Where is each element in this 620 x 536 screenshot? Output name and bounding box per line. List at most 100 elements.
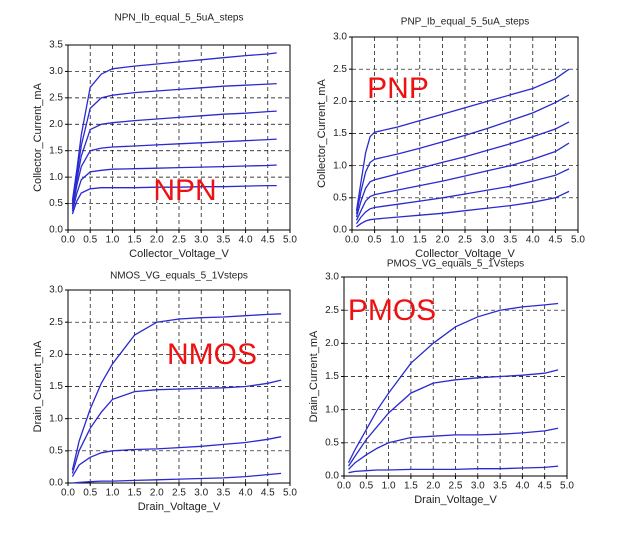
x-tick-label: 1.5 bbox=[128, 488, 142, 499]
x-tick-label: 0.5 bbox=[83, 235, 97, 246]
x-tick-label: 4.0 bbox=[239, 488, 253, 499]
data-line bbox=[355, 168, 570, 224]
y-tick-label: 0.0 bbox=[49, 478, 63, 489]
x-tick-label: 4.0 bbox=[239, 235, 253, 246]
y-tick-label: 1.0 bbox=[333, 160, 347, 171]
x-tick-label: 3.5 bbox=[216, 235, 230, 246]
x-tick-label: 3.0 bbox=[481, 235, 495, 246]
x-tick-label: 1.5 bbox=[404, 481, 418, 492]
data-line bbox=[355, 121, 570, 218]
y-tick-label: 3.5 bbox=[49, 40, 63, 51]
data-line bbox=[71, 436, 282, 477]
x-tick-label: 4.0 bbox=[515, 481, 529, 492]
y-tick-label: 2.0 bbox=[49, 349, 63, 360]
y-tick-label: 3.0 bbox=[49, 66, 63, 77]
x-tick-label: 0.0 bbox=[345, 235, 359, 246]
x-tick-label: 3.0 bbox=[471, 481, 485, 492]
annotation: PMOS bbox=[348, 294, 436, 327]
data-line bbox=[71, 379, 282, 474]
data-line bbox=[71, 184, 277, 215]
x-tick-label: 2.0 bbox=[426, 481, 440, 492]
data-line bbox=[71, 82, 277, 204]
x-tick-label: 5.0 bbox=[571, 235, 585, 246]
y-tick-label: 2.0 bbox=[333, 96, 347, 107]
y-tick-label: 1.5 bbox=[49, 381, 63, 392]
y-tick-label: 3.0 bbox=[333, 32, 347, 43]
data-line bbox=[71, 138, 277, 210]
annotation: NMOS bbox=[167, 338, 257, 371]
annotation: PNP bbox=[367, 72, 429, 105]
data-line bbox=[348, 427, 559, 470]
y-tick-label: 2.5 bbox=[333, 64, 347, 75]
y-tick-label: 1.0 bbox=[49, 413, 63, 424]
x-tick-label: 2.0 bbox=[150, 488, 164, 499]
x-tick-label: 3.5 bbox=[493, 481, 507, 492]
y-tick-label: 2.0 bbox=[325, 338, 339, 349]
y-tick-label: 0.0 bbox=[325, 471, 339, 482]
x-tick-label: 0.0 bbox=[61, 488, 75, 499]
x-tick-label: 2.5 bbox=[449, 481, 463, 492]
x-tick-label: 2.5 bbox=[172, 488, 186, 499]
data-line bbox=[355, 68, 570, 211]
data-line bbox=[355, 94, 570, 215]
y-tick-label: 1.0 bbox=[325, 404, 339, 415]
data-line bbox=[71, 110, 277, 207]
x-tick-label: 2.0 bbox=[435, 235, 449, 246]
x-axis-label: Drain_Voltage_V bbox=[138, 501, 221, 513]
x-tick-label: 5.0 bbox=[560, 481, 574, 492]
y-tick-label: 1.5 bbox=[49, 145, 63, 156]
x-tick-label: 4.5 bbox=[261, 488, 275, 499]
y-tick-label: 2.0 bbox=[49, 119, 63, 130]
data-line bbox=[71, 52, 277, 201]
x-tick-label: 4.5 bbox=[538, 481, 552, 492]
x-tick-label: 0.5 bbox=[359, 481, 373, 492]
y-axis-label: Drain_Current_mA bbox=[308, 330, 320, 422]
chart-title: NMOS_VG_equals_5_1Vsteps bbox=[110, 271, 248, 282]
x-tick-label: 1.5 bbox=[413, 235, 427, 246]
chart-title: PMOS_VG_equals_5_1Vsteps bbox=[387, 259, 524, 270]
y-tick-label: 0.5 bbox=[325, 437, 339, 448]
x-tick-label: 3.0 bbox=[194, 488, 208, 499]
y-tick-label: 0.0 bbox=[49, 225, 63, 236]
y-tick-label: 0.5 bbox=[333, 192, 347, 203]
chart-title: PNP_Ib_equal_5_5uA_steps bbox=[401, 17, 529, 28]
x-tick-label: 1.0 bbox=[105, 488, 119, 499]
x-axis-label: Collector_Voltage_V bbox=[129, 248, 229, 260]
y-tick-label: 0.0 bbox=[333, 225, 347, 236]
data-line bbox=[348, 465, 559, 474]
data-line bbox=[347, 302, 559, 463]
y-tick-label: 2.5 bbox=[49, 317, 63, 328]
data-line bbox=[356, 190, 570, 228]
data-line bbox=[355, 142, 570, 221]
x-tick-label: 5.0 bbox=[283, 488, 297, 499]
x-tick-label: 3.5 bbox=[503, 235, 517, 246]
y-tick-label: 2.5 bbox=[49, 92, 63, 103]
y-tick-label: 1.5 bbox=[325, 371, 339, 382]
x-tick-label: 0.5 bbox=[368, 235, 382, 246]
x-tick-label: 2.5 bbox=[172, 235, 186, 246]
y-tick-label: 3.0 bbox=[325, 272, 339, 283]
data-line bbox=[71, 164, 277, 212]
y-tick-label: 0.5 bbox=[49, 445, 63, 456]
y-tick-label: 1.0 bbox=[49, 172, 63, 183]
chart-title: NPN_Ib_equal_5_5uA_steps bbox=[115, 13, 244, 24]
data-line bbox=[347, 369, 559, 467]
data-line bbox=[71, 313, 282, 471]
x-tick-label: 1.5 bbox=[128, 235, 142, 246]
y-tick-label: 0.5 bbox=[49, 198, 63, 209]
y-axis-label: Collector_Current_mA bbox=[316, 78, 328, 187]
y-tick-label: 3.0 bbox=[49, 285, 63, 296]
x-axis-label: Collector_Voltage_V bbox=[415, 248, 515, 260]
x-tick-label: 3.0 bbox=[194, 235, 208, 246]
x-tick-label: 2.0 bbox=[150, 235, 164, 246]
x-tick-label: 0.0 bbox=[337, 481, 351, 492]
x-tick-label: 4.5 bbox=[261, 235, 275, 246]
y-tick-label: 1.5 bbox=[333, 128, 347, 139]
x-tick-label: 4.0 bbox=[526, 235, 540, 246]
y-axis-label: Collector_Current_mA bbox=[32, 82, 44, 191]
annotation: NPN bbox=[153, 174, 216, 207]
y-axis-label: Drain_Current_mA bbox=[32, 340, 44, 432]
x-tick-label: 1.0 bbox=[105, 235, 119, 246]
x-tick-label: 3.5 bbox=[216, 488, 230, 499]
